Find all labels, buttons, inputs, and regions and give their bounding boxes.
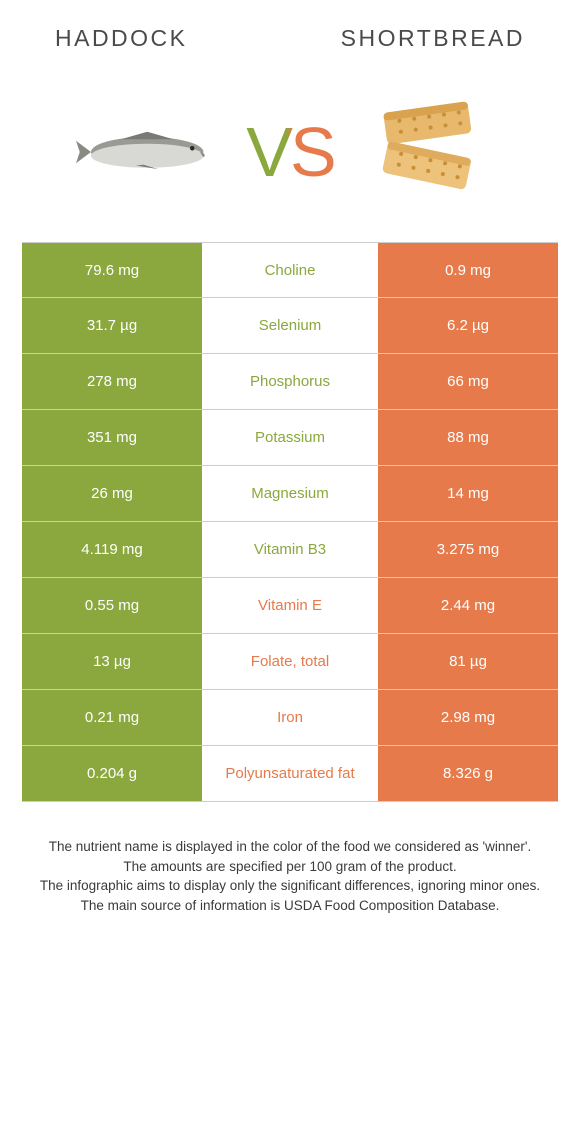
table-row: 79.6 mgCholine0.9 mg: [22, 242, 558, 298]
right-value-cell: 14 mg: [378, 466, 558, 521]
vs-label: VS: [246, 112, 333, 192]
left-value-cell: 0.55 mg: [22, 578, 202, 633]
nutrient-name-cell: Potassium: [202, 410, 378, 465]
left-value-cell: 79.6 mg: [22, 243, 202, 297]
table-row: 13 µgFolate, total81 µg: [22, 634, 558, 690]
shortbread-icon: [364, 92, 494, 212]
nutrient-name-cell: Phosphorus: [202, 354, 378, 409]
right-value-cell: 8.326 g: [378, 746, 558, 801]
footer-notes: The nutrient name is displayed in the co…: [0, 802, 580, 915]
table-row: 0.21 mgIron2.98 mg: [22, 690, 558, 746]
nutrient-name-cell: Vitamin B3: [202, 522, 378, 577]
nutrient-name-cell: Iron: [202, 690, 378, 745]
nutrient-table: 79.6 mgCholine0.9 mg31.7 µgSelenium6.2 µ…: [0, 242, 580, 802]
footer-line: The infographic aims to display only the…: [30, 876, 550, 896]
nutrient-name-cell: Vitamin E: [202, 578, 378, 633]
footer-line: The amounts are specified per 100 gram o…: [30, 857, 550, 877]
right-value-cell: 66 mg: [378, 354, 558, 409]
left-value-cell: 0.21 mg: [22, 690, 202, 745]
nutrient-name-cell: Choline: [202, 243, 378, 297]
right-value-cell: 6.2 µg: [378, 298, 558, 353]
table-row: 351 mgPotassium88 mg: [22, 410, 558, 466]
right-value-cell: 81 µg: [378, 634, 558, 689]
left-value-cell: 278 mg: [22, 354, 202, 409]
right-value-cell: 0.9 mg: [378, 243, 558, 297]
nutrient-name-cell: Selenium: [202, 298, 378, 353]
table-row: 31.7 µgSelenium6.2 µg: [22, 298, 558, 354]
nutrient-name-cell: Magnesium: [202, 466, 378, 521]
table-row: 26 mgMagnesium14 mg: [22, 466, 558, 522]
footer-line: The nutrient name is displayed in the co…: [30, 837, 550, 857]
left-food-title: Haddock: [55, 25, 188, 52]
right-value-cell: 2.44 mg: [378, 578, 558, 633]
left-value-cell: 4.119 mg: [22, 522, 202, 577]
right-value-cell: 3.275 mg: [378, 522, 558, 577]
table-row: 4.119 mgVitamin B33.275 mg: [22, 522, 558, 578]
left-value-cell: 351 mg: [22, 410, 202, 465]
left-value-cell: 13 µg: [22, 634, 202, 689]
shortbread-image: [354, 92, 504, 212]
left-value-cell: 0.204 g: [22, 746, 202, 801]
haddock-image: [76, 92, 226, 212]
right-value-cell: 88 mg: [378, 410, 558, 465]
header: Haddock Shortbread: [0, 0, 580, 62]
nutrient-name-cell: Polyunsaturated fat: [202, 746, 378, 801]
nutrient-name-cell: Folate, total: [202, 634, 378, 689]
right-food-title: Shortbread: [341, 25, 525, 52]
vs-section: VS: [0, 62, 580, 242]
left-value-cell: 26 mg: [22, 466, 202, 521]
table-row: 278 mgPhosphorus66 mg: [22, 354, 558, 410]
left-value-cell: 31.7 µg: [22, 298, 202, 353]
footer-line: The main source of information is USDA F…: [30, 896, 550, 916]
table-row: 0.55 mgVitamin E2.44 mg: [22, 578, 558, 634]
right-value-cell: 2.98 mg: [378, 690, 558, 745]
fish-icon: [76, 122, 226, 182]
table-row: 0.204 gPolyunsaturated fat8.326 g: [22, 746, 558, 802]
